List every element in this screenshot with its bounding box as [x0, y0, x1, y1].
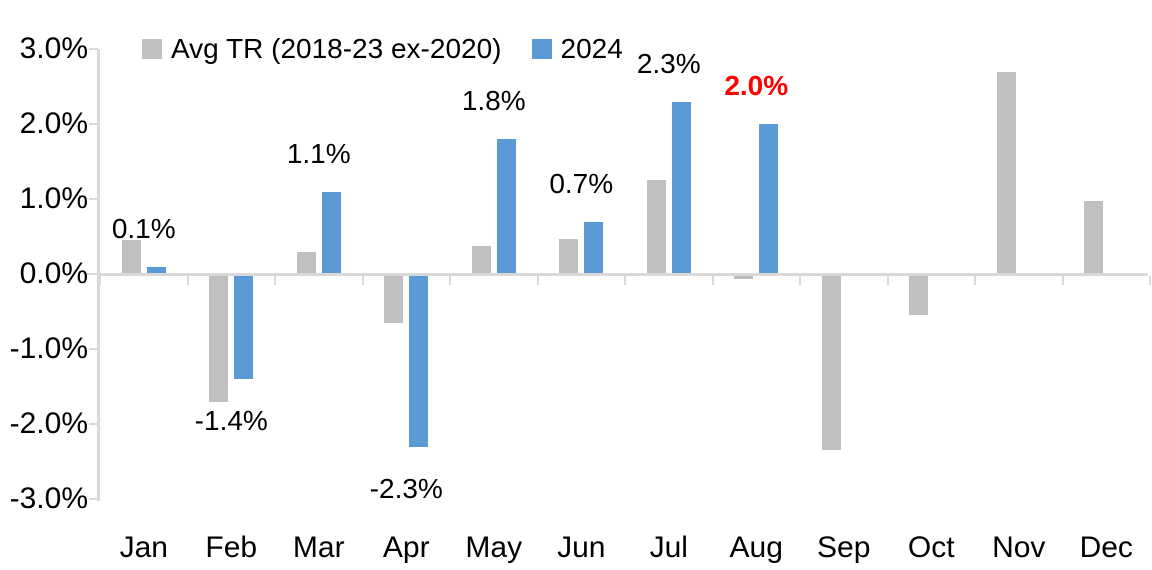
x-axis-tick	[274, 276, 276, 285]
legend-item-avg-tr: Avg TR (2018-23 ex-2020)	[142, 33, 502, 65]
y-axis-label: 1.0%	[19, 182, 88, 215]
y-axis-label: 2.0%	[19, 107, 88, 140]
bar-avg-nov	[996, 71, 1016, 274]
x-axis-line	[97, 273, 1148, 276]
x-axis-label-may: May	[465, 531, 523, 564]
x-axis-label-aug: Aug	[729, 531, 783, 564]
bar-2024-jul	[671, 101, 691, 274]
x-axis-tick	[711, 276, 714, 285]
x-axis-tick	[624, 276, 626, 285]
bar-avg-aug	[734, 274, 754, 280]
y-axis-label: -1.0%	[9, 332, 88, 365]
y-axis-label: 3.0%	[19, 32, 88, 65]
x-axis-tick	[449, 276, 451, 285]
y-axis-tick	[83, 273, 98, 275]
data-label-feb-2024: -1.4%	[194, 405, 268, 436]
bar-avg-sep	[821, 274, 841, 451]
x-axis-tick	[361, 276, 364, 285]
x-axis-tick	[536, 276, 539, 285]
data-label-mar-2024: 1.1%	[286, 137, 351, 169]
bar-avg-may	[471, 246, 491, 274]
legend-swatch-icon	[142, 39, 162, 59]
x-axis-label-apr: Apr	[382, 531, 430, 564]
bar-2024-jun	[584, 221, 604, 274]
bar-2024-jan	[146, 266, 166, 274]
bar-2024-may	[496, 139, 516, 274]
legend: Avg TR (2018-23 ex-2020) 2024	[142, 30, 623, 68]
bar-avg-mar	[296, 251, 316, 274]
bar-2024-feb	[234, 274, 254, 379]
x-axis-label-mar: Mar	[292, 531, 345, 564]
bar-2024-mar	[321, 191, 341, 274]
y-axis-label: -3.0%	[9, 482, 88, 515]
data-label-jun-2024: 0.7%	[549, 167, 614, 199]
y-axis-tick	[89, 498, 98, 500]
y-axis-tick	[89, 348, 98, 350]
bar-2024-aug	[759, 124, 779, 274]
data-label-apr-2024: -2.3%	[369, 472, 443, 504]
data-label-jul-2024: 2.3%	[636, 47, 701, 79]
y-axis-tick	[89, 48, 98, 50]
x-axis-label-sep: Sep	[817, 531, 871, 564]
x-axis-label-dec: Dec	[1079, 531, 1133, 564]
y-axis-tick	[89, 198, 98, 200]
x-axis-tick	[886, 276, 889, 285]
bar-avg-dec	[1084, 201, 1104, 274]
bar-2024-apr	[409, 274, 429, 447]
bar-avg-jan	[121, 240, 141, 274]
y-axis-tick	[89, 423, 98, 425]
bar-avg-apr	[384, 274, 404, 323]
legend-swatch-icon	[531, 39, 552, 59]
legend-label: Avg TR (2018-23 ex-2020)	[171, 33, 502, 64]
data-label-aug-2024: 2.0%	[724, 70, 789, 101]
bar-avg-jul	[646, 180, 666, 274]
x-axis-tick	[974, 276, 976, 285]
x-axis-tick	[1149, 276, 1151, 285]
y-axis-label: -2.0%	[9, 407, 88, 440]
data-label-may-2024: 1.8%	[461, 85, 526, 116]
legend-label: 2024	[560, 33, 623, 64]
x-axis-label-nov: Nov	[992, 531, 1046, 564]
x-axis-label-feb: Feb	[205, 531, 258, 564]
x-axis-tick	[99, 276, 101, 285]
y-axis-tick	[89, 123, 98, 125]
bar-avg-feb	[209, 274, 229, 402]
bar-avg-oct	[909, 274, 929, 316]
data-label-jan-2024: 0.1%	[111, 212, 176, 244]
x-axis-label-jan: Jan	[119, 531, 168, 564]
x-axis-tick	[186, 276, 189, 285]
x-axis-label-jun: Jun	[557, 531, 606, 564]
legend-item-year-2024: 2024	[531, 33, 623, 65]
x-axis-tick	[1061, 276, 1064, 285]
x-axis-tick	[799, 276, 801, 285]
x-axis-label-oct: Oct	[907, 531, 955, 564]
bar-avg-jun	[559, 238, 579, 274]
y-axis-label: 0.0%	[19, 257, 88, 290]
x-axis-label-jul: Jul	[649, 531, 688, 564]
